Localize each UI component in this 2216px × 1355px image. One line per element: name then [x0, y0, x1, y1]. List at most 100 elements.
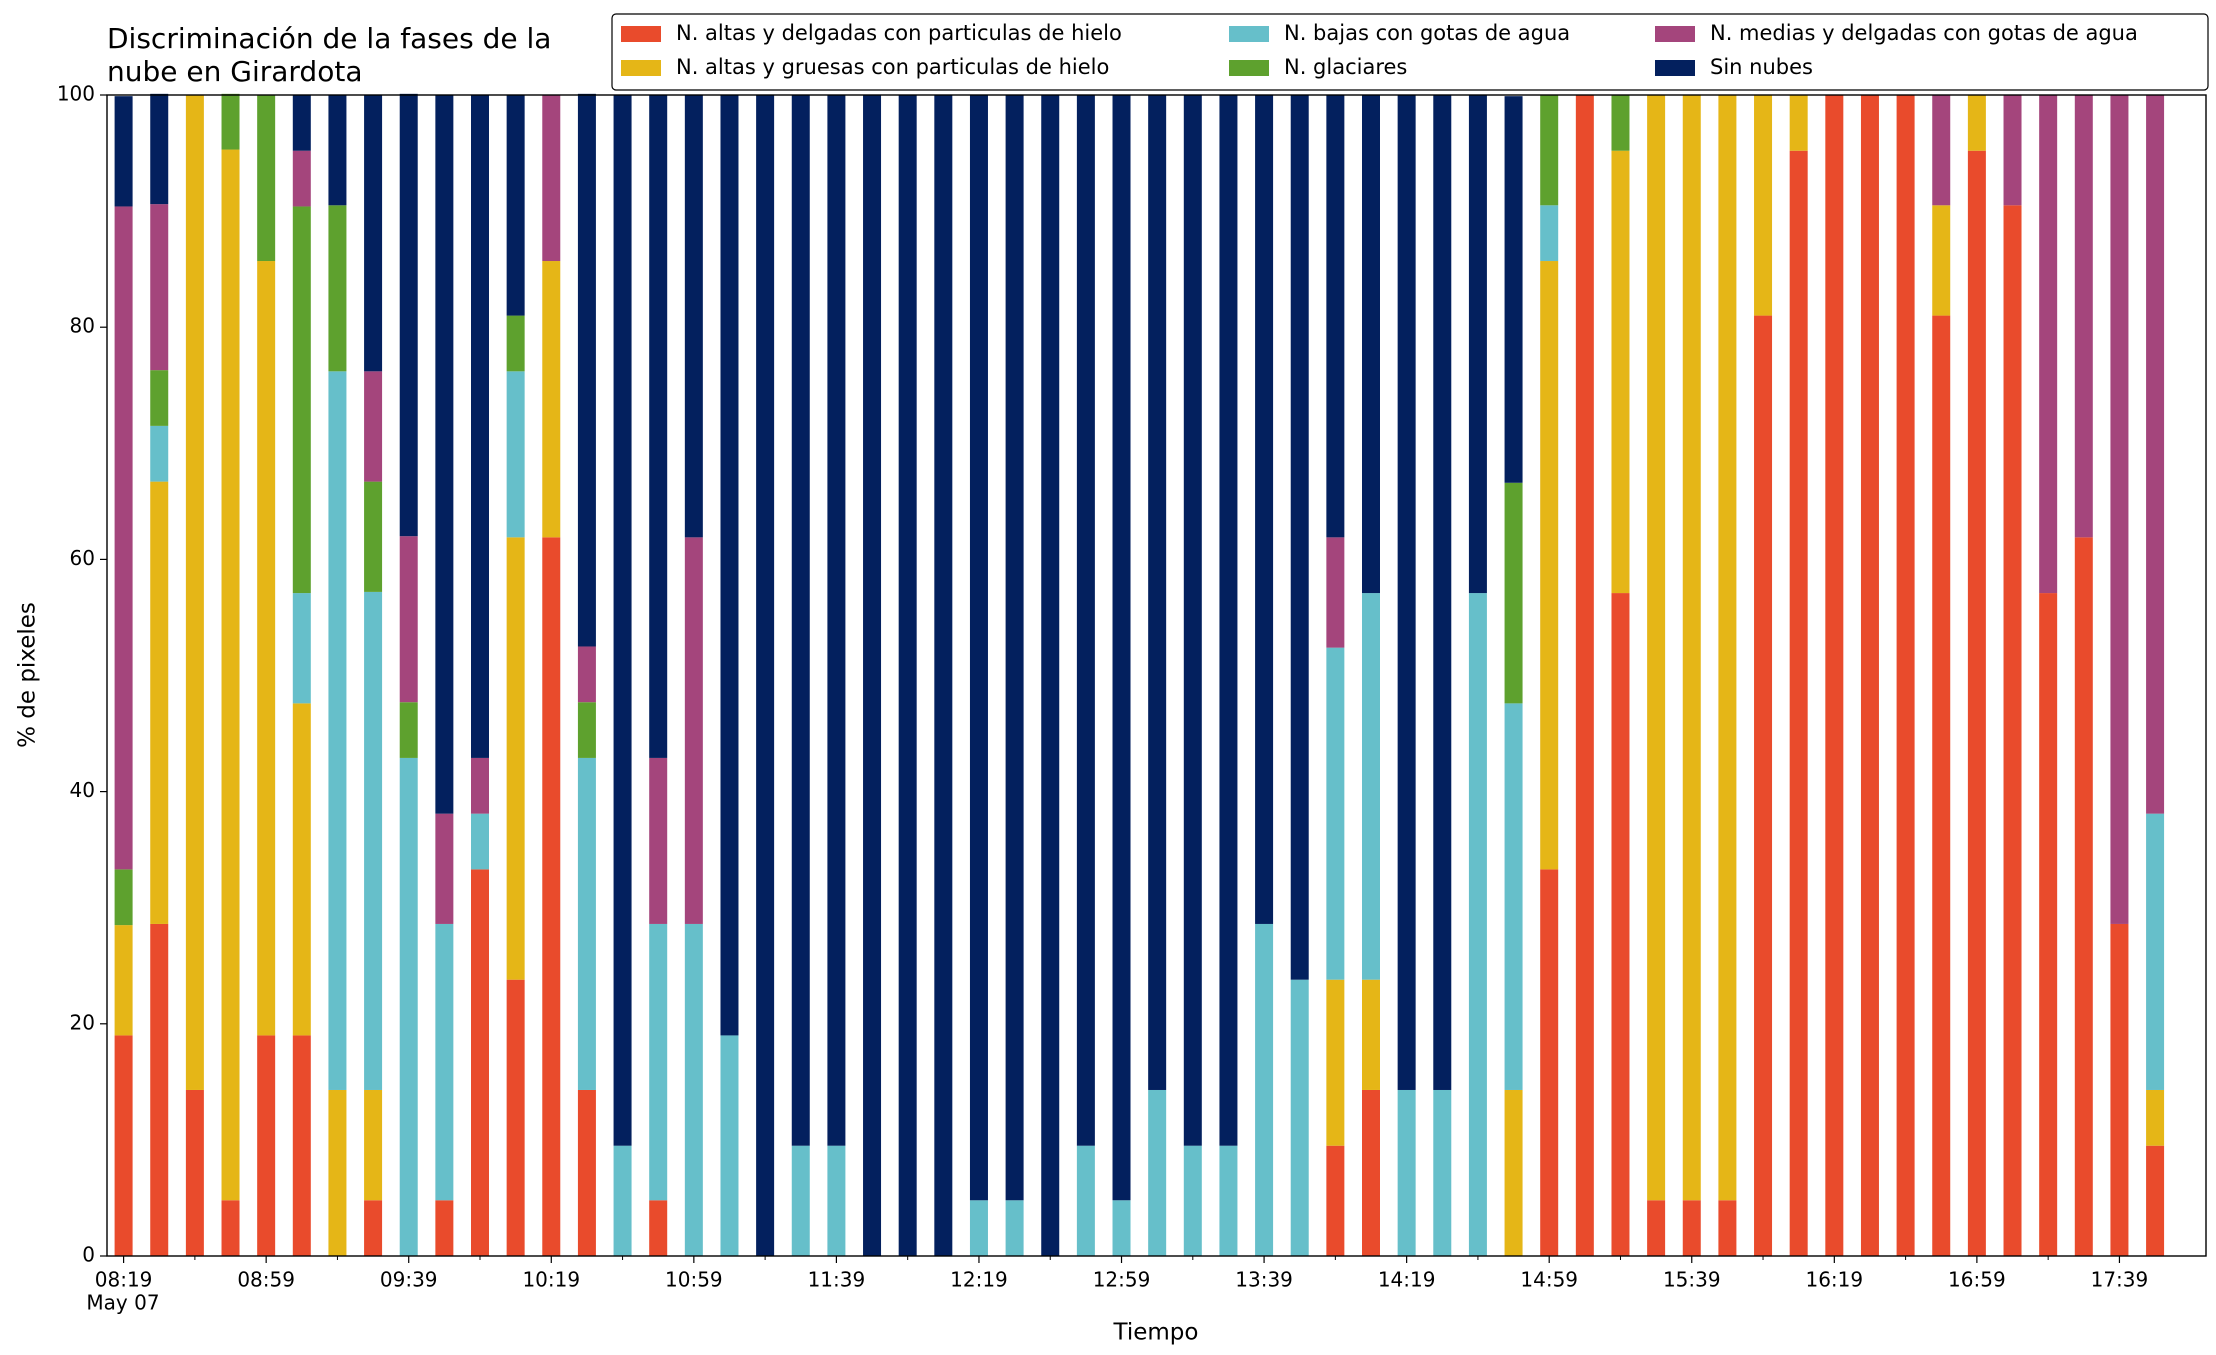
x-tick-label: 10:19: [522, 1268, 580, 1292]
bar-segment: [292, 95, 311, 151]
bar-segment: [827, 1145, 846, 1256]
bar-segment: [1041, 95, 1060, 1256]
bar-segment: [1362, 593, 1380, 980]
bar-segment: [435, 923, 454, 1201]
bar-segment: [1112, 1200, 1131, 1256]
bar-segment: [1682, 1200, 1701, 1256]
bar-segment: [1789, 150, 1808, 1256]
y-tick-label: 0: [82, 1243, 95, 1267]
x-tick-label: 09:39: [380, 1268, 438, 1292]
bar-segment: [2110, 923, 2129, 1256]
x-tick-label: 08:59: [237, 1268, 295, 1292]
bar-segment: [1504, 1089, 1523, 1256]
y-tick-label: 60: [70, 546, 95, 570]
x-tick-label: 12:59: [1093, 1268, 1151, 1292]
bar-segment: [1362, 95, 1380, 594]
bar-segment: [1540, 205, 1559, 262]
bar-segment: [150, 481, 169, 924]
bar-segment: [577, 1089, 596, 1256]
bar-segment: [1255, 95, 1274, 924]
bar-segment: [2146, 95, 2165, 814]
bar-segment: [1326, 1145, 1345, 1256]
bar-segment: [1433, 1089, 1452, 1256]
bar-segment: [1005, 95, 1024, 1201]
bar-segment: [649, 1200, 668, 1256]
bar-segment: [364, 95, 383, 372]
bar-segment: [720, 1035, 739, 1256]
y-tick-label: 40: [70, 778, 95, 802]
bar-segment: [827, 95, 846, 1146]
bar-segment: [1326, 647, 1345, 980]
legend-label: N. medias y delgadas con gotas de agua: [1710, 21, 2138, 45]
bar-segment: [399, 536, 418, 703]
bar-segment: [328, 371, 347, 1090]
x-tick-label: 14:19: [1378, 1268, 1436, 1292]
bar-segment: [2074, 537, 2093, 1256]
x-axis-label: Tiempo: [1113, 1320, 1199, 1346]
bar-segment: [613, 95, 632, 1146]
bar-segment: [1896, 95, 1915, 1256]
bar-segment: [471, 757, 489, 814]
bar-segment: [2146, 1145, 2165, 1256]
bar-segment: [684, 95, 703, 538]
bar-segment: [2003, 95, 2022, 206]
bar-segment: [292, 1035, 311, 1256]
bar-segment: [1468, 95, 1487, 594]
chart-title: nube en Girardota: [107, 55, 362, 88]
bar-segment: [221, 93, 240, 150]
bar-segment: [2003, 205, 2022, 1256]
legend-label: N. bajas con gotas de agua: [1284, 21, 1570, 45]
bar-segment: [542, 95, 561, 262]
bar-segment: [1183, 95, 1202, 1146]
bar-segment: [114, 96, 133, 207]
bar-segment: [1112, 95, 1131, 1201]
bar-segment: [471, 95, 489, 758]
bar-segment: [1504, 482, 1523, 704]
x-tick-label: 16:19: [1805, 1268, 1863, 1292]
x-tick-label: 17:39: [2091, 1268, 2149, 1292]
bar-segment: [577, 702, 596, 758]
bar-segment: [1825, 95, 1844, 1256]
bar-segment: [328, 1089, 347, 1256]
bar-segment: [1932, 95, 1951, 206]
bar-segment: [399, 757, 418, 1256]
x-tick-label: 12:19: [950, 1268, 1008, 1292]
bar-segment: [1219, 1145, 1238, 1256]
date-label: May 07: [86, 1291, 159, 1315]
bar-segment: [2110, 95, 2129, 924]
bar-segment: [1754, 95, 1773, 316]
y-tick-label: 20: [70, 1010, 95, 1034]
chart-title: Discriminación de la fases de la: [107, 22, 551, 55]
bar-segment: [292, 206, 311, 594]
bar-segment: [934, 95, 953, 1256]
bar-segment: [1789, 95, 1808, 151]
bar-segment: [364, 1089, 383, 1201]
bar-segment: [1183, 1145, 1202, 1256]
bar-segment: [185, 95, 204, 1090]
bar-segment: [114, 1035, 133, 1256]
x-tick-label: 10:59: [665, 1268, 723, 1292]
bar-segment: [613, 1145, 632, 1256]
bar-segment: [1932, 205, 1951, 316]
bar-segment: [1076, 95, 1095, 1146]
bar-segment: [150, 923, 169, 1256]
x-tick-label: 08:19: [95, 1268, 153, 1292]
bar-segment: [791, 1145, 810, 1256]
bar-segment: [2039, 95, 2058, 594]
bar-segment: [328, 205, 347, 372]
bar-segment: [1255, 923, 1274, 1256]
bar-segment: [898, 95, 917, 1256]
bar-segment: [1611, 150, 1630, 594]
bar-segment: [1326, 95, 1345, 538]
bar-segment: [577, 93, 596, 647]
bar-segment: [1290, 979, 1309, 1256]
bar-segment: [1611, 593, 1630, 1256]
bar-segment: [1504, 96, 1523, 483]
bar-segment: [1932, 315, 1951, 1257]
bar-segment: [399, 702, 418, 758]
bar-segment: [257, 95, 276, 262]
legend-label: N. altas y gruesas con particulas de hie…: [676, 55, 1109, 79]
bar-segment: [791, 95, 810, 1146]
bar-segment: [542, 261, 561, 538]
